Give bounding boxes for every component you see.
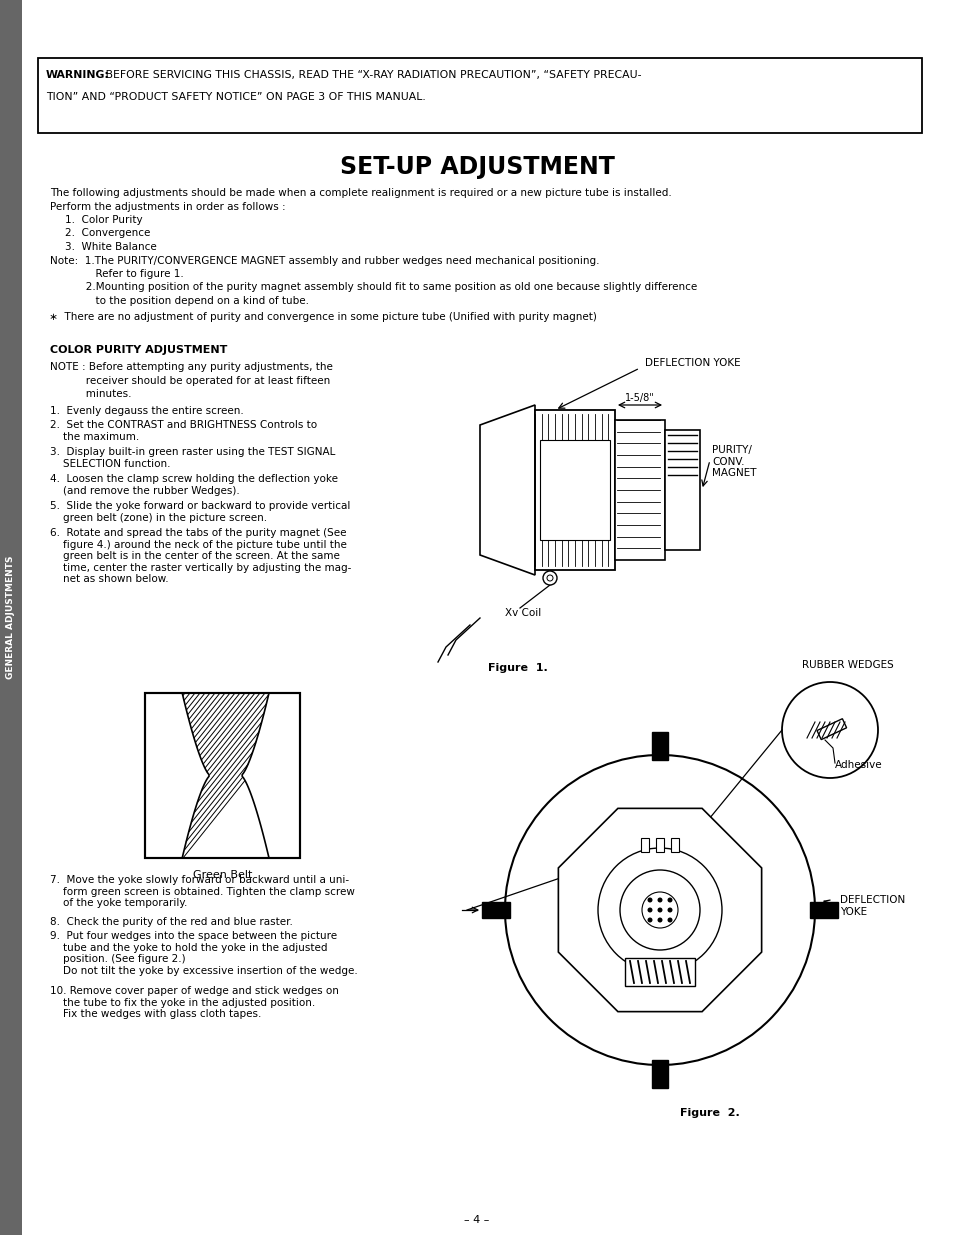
Text: Adhesive: Adhesive [834,760,882,769]
Text: Refer to figure 1.: Refer to figure 1. [50,269,184,279]
Bar [809,902,837,918]
Text: PURITY/
CONV.
MAGNET: PURITY/ CONV. MAGNET [711,445,756,478]
Circle shape [667,918,672,923]
Circle shape [619,869,700,950]
Bar [615,420,664,559]
Bar [145,693,299,858]
Text: – 4 –: – 4 – [464,1215,489,1225]
Text: GENERAL ADJUSTMENTS: GENERAL ADJUSTMENTS [7,556,15,679]
Circle shape [598,848,721,972]
Bar [145,693,299,858]
Bar [651,732,667,760]
Text: 2.Mounting position of the purity magnet assembly should fit to same position as: 2.Mounting position of the purity magnet… [50,283,697,293]
Polygon shape [479,405,535,576]
Text: 3.  Display built-in green raster using the TEST SIGNAL
    SELECTION function.: 3. Display built-in green raster using t… [50,447,335,468]
Text: 3.  White Balance: 3. White Balance [65,242,156,252]
Text: minutes.: minutes. [50,389,132,399]
Bar [38,58,921,133]
Text: RUBBER WEDGES: RUBBER WEDGES [801,659,893,671]
Bar [664,430,700,550]
Text: 10. Remove cover paper of wedge and stick wedges on
    the tube to fix the yoke: 10. Remove cover paper of wedge and stic… [50,986,338,1019]
Text: 1-5/8": 1-5/8" [624,393,654,403]
Text: The following adjustments should be made when a complete realignment is required: The following adjustments should be made… [50,188,671,198]
Bar [656,839,663,852]
Ellipse shape [504,755,814,1065]
Text: 2.  Convergence: 2. Convergence [65,228,151,238]
Text: WARNING:: WARNING: [46,70,110,80]
Text: receiver should be operated for at least fifteen: receiver should be operated for at least… [50,375,330,385]
Text: 8.  Check the purity of the red and blue raster.: 8. Check the purity of the red and blue … [50,918,293,927]
Circle shape [667,898,672,903]
Text: Figure  2.: Figure 2. [679,1108,739,1118]
Bar [539,440,609,540]
Circle shape [546,576,553,580]
Circle shape [667,908,672,913]
Text: NOTE : Before attempting any purity adjustments, the: NOTE : Before attempting any purity adju… [50,362,333,372]
Text: DEFLECTION
YOKE: DEFLECTION YOKE [840,895,904,916]
Text: 1.  Evenly degauss the entire screen.: 1. Evenly degauss the entire screen. [50,406,244,416]
Polygon shape [558,809,760,1011]
Text: 2.  Set the CONTRAST and BRIGHTNESS Controls to
    the maximum.: 2. Set the CONTRAST and BRIGHTNESS Contr… [50,420,316,442]
Text: Green Belt: Green Belt [193,869,252,881]
Text: 1.  Color Purity: 1. Color Purity [65,215,143,225]
Polygon shape [816,719,845,740]
Text: to the position depend on a kind of tube.: to the position depend on a kind of tube… [50,296,309,306]
Bar [535,410,615,571]
Text: TION” AND “PRODUCT SAFETY NOTICE” ON PAGE 3 OF THIS MANUAL.: TION” AND “PRODUCT SAFETY NOTICE” ON PAG… [46,91,425,103]
Text: SET-UP ADJUSTMENT: SET-UP ADJUSTMENT [339,156,614,179]
Bar [624,958,695,986]
Text: COLOR PURITY ADJUSTMENT: COLOR PURITY ADJUSTMENT [50,345,227,354]
Text: 4.  Loosen the clamp screw holding the deflection yoke
    (and remove the rubbe: 4. Loosen the clamp screw holding the de… [50,474,337,495]
Text: 9.  Put four wedges into the space between the picture
    tube and the yoke to : 9. Put four wedges into the space betwee… [50,931,357,976]
Circle shape [647,898,652,903]
Circle shape [781,682,877,778]
Text: 6.  Rotate and spread the tabs of the purity magnet (See
    figure 4.) around t: 6. Rotate and spread the tabs of the pur… [50,529,351,584]
Circle shape [657,918,661,923]
Text: 7.  Move the yoke slowly forward or backward until a uni-
    form green screen : 7. Move the yoke slowly forward or backw… [50,876,355,908]
Text: Xv Coil: Xv Coil [504,608,540,618]
Circle shape [647,908,652,913]
Text: Note:  1.The PURITY/CONVERGENCE MAGNET assembly and rubber wedges need mechanica: Note: 1.The PURITY/CONVERGENCE MAGNET as… [50,256,598,266]
Circle shape [542,571,557,585]
Bar [0,0,22,1235]
Text: DEFLECTION YOKE: DEFLECTION YOKE [644,358,740,368]
Text: 5.  Slide the yoke forward or backward to provide vertical
    green belt (zone): 5. Slide the yoke forward or backward to… [50,501,350,522]
Circle shape [657,908,661,913]
Bar [481,902,510,918]
Bar [670,839,679,852]
Bar [651,1060,667,1088]
Text: Figure  1.: Figure 1. [488,663,547,673]
Circle shape [657,898,661,903]
Text: ∗  There are no adjustment of purity and convergence in some picture tube (Unifi: ∗ There are no adjustment of purity and … [46,312,597,322]
Text: BEFORE SERVICING THIS CHASSIS, READ THE “X-RAY RADIATION PRECAUTION”, “SAFETY PR: BEFORE SERVICING THIS CHASSIS, READ THE … [102,70,640,80]
Circle shape [641,892,678,927]
Circle shape [647,918,652,923]
Bar [640,839,648,852]
Text: Perform the adjustments in order as follows :: Perform the adjustments in order as foll… [50,201,285,211]
